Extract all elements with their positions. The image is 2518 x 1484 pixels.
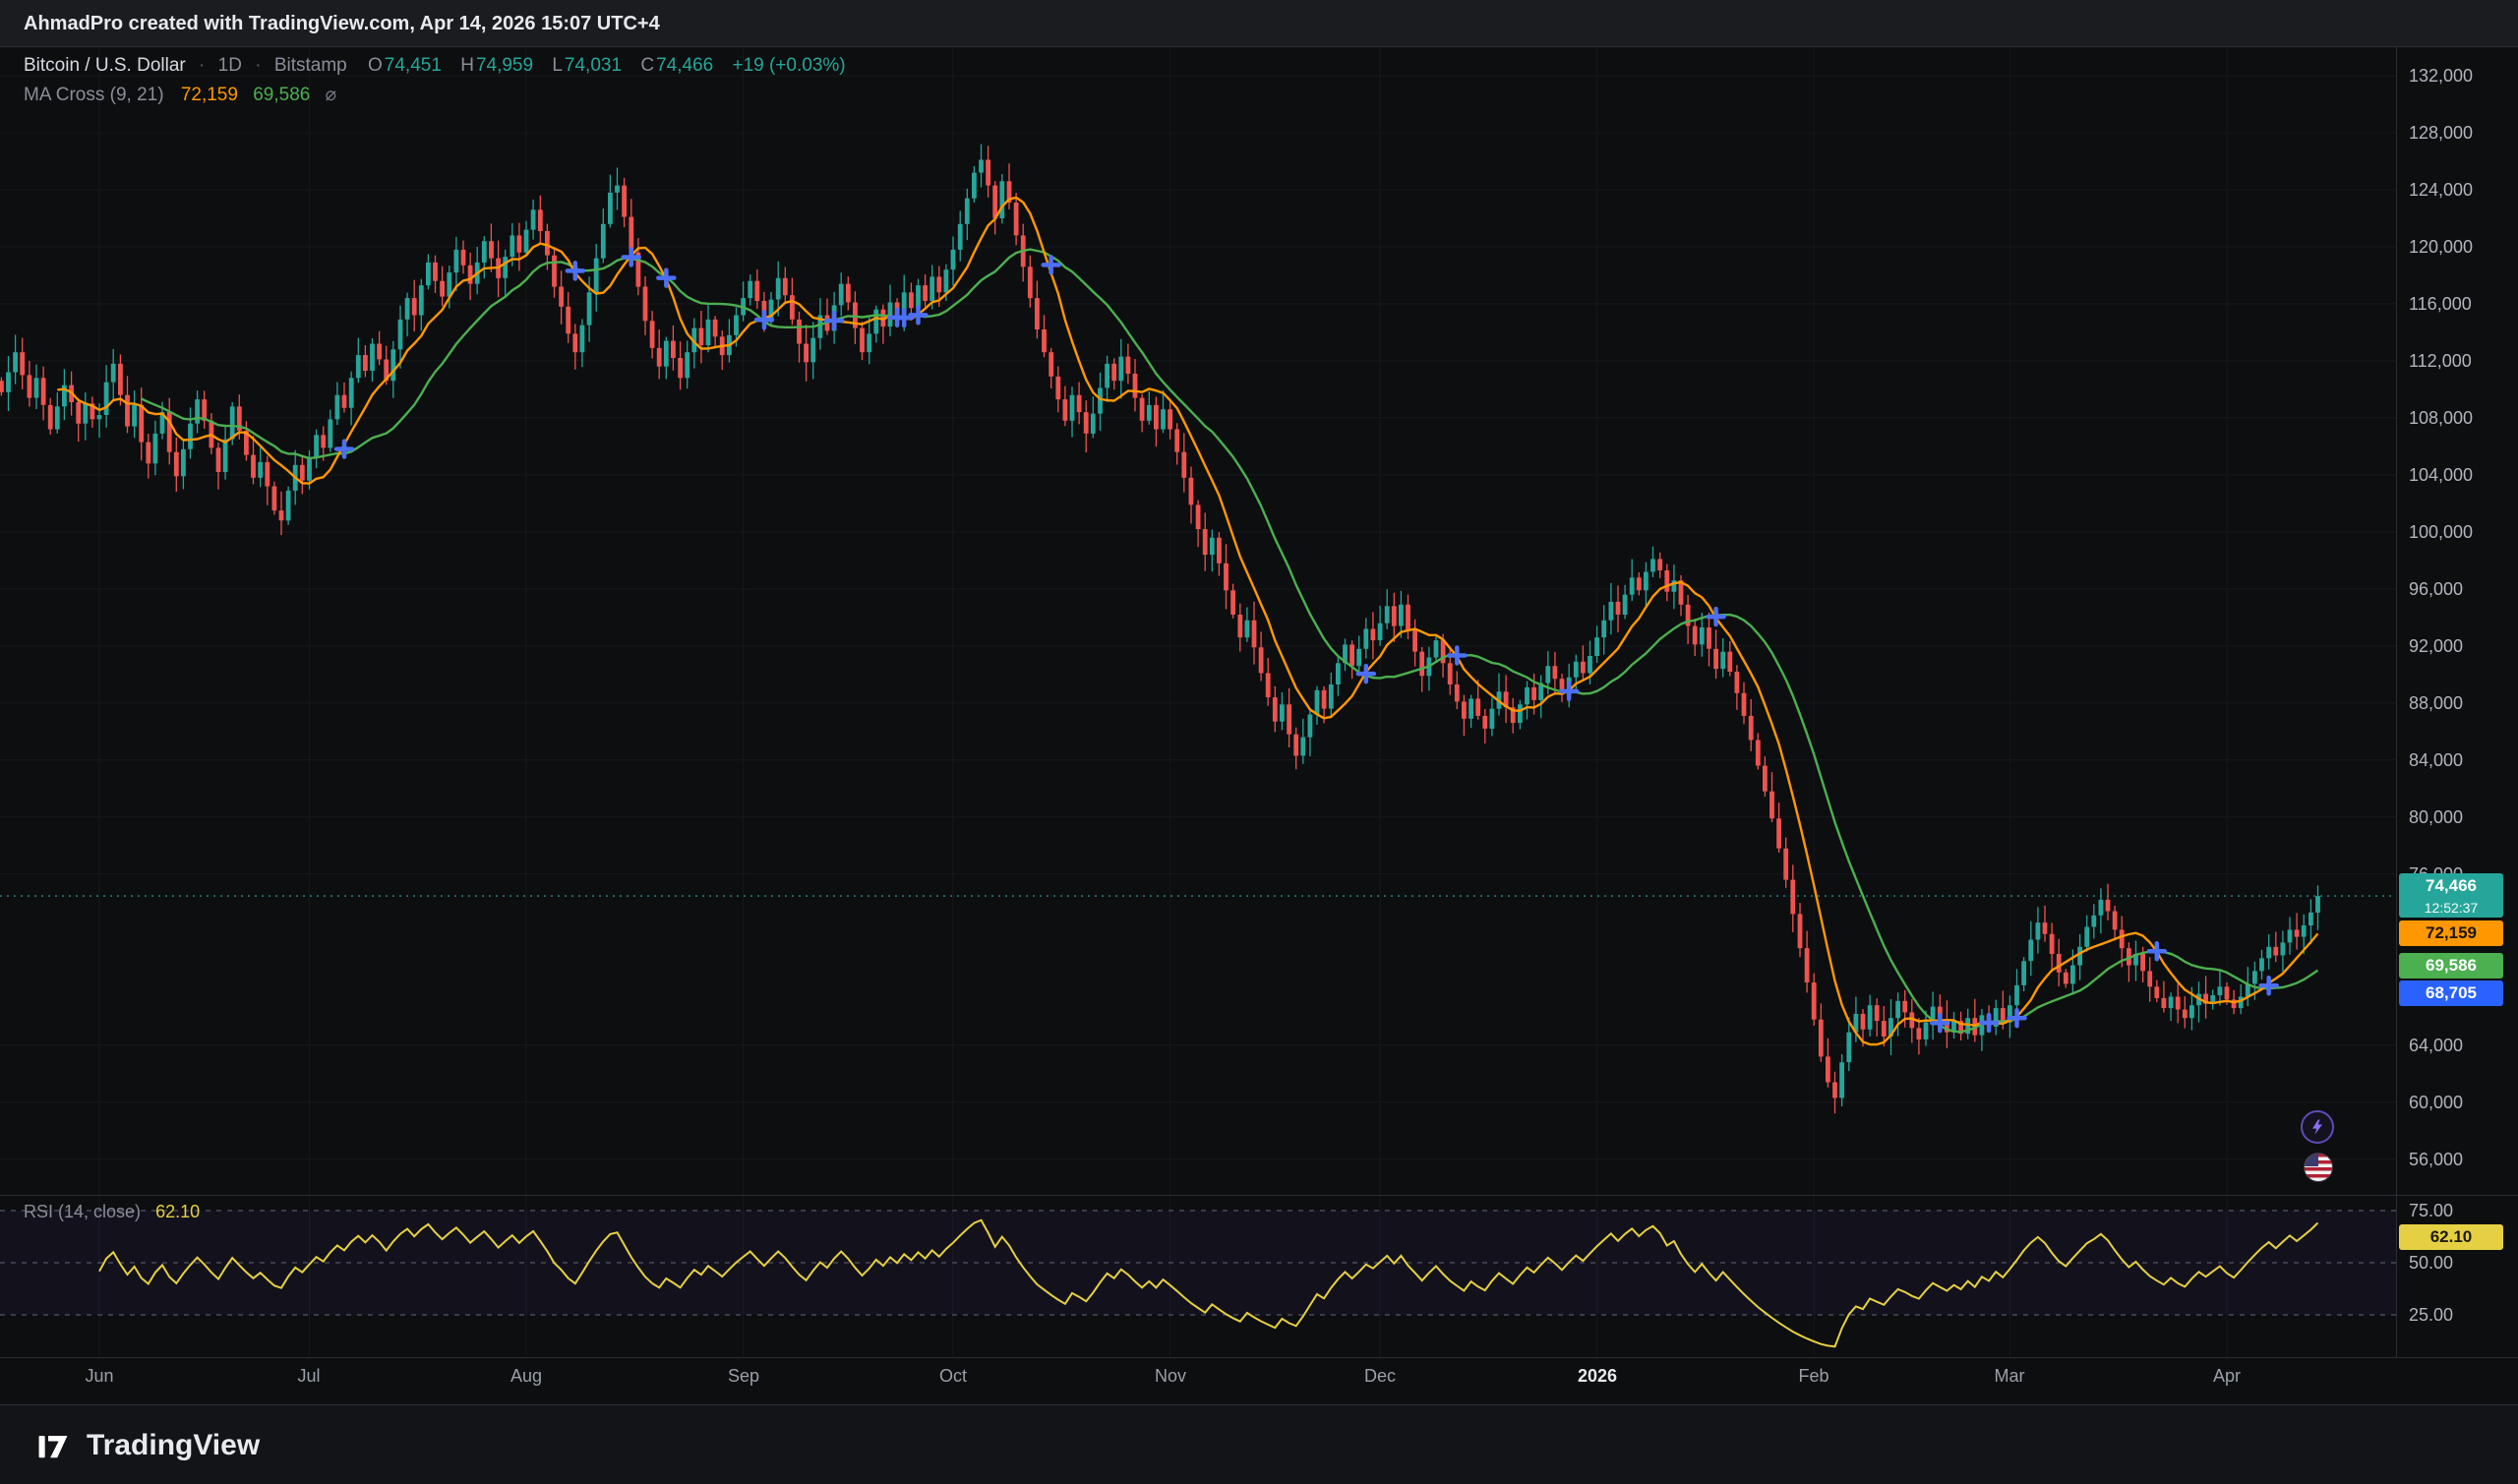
- close-value: 74,466: [656, 55, 714, 76]
- time-label-2026: 2026: [1577, 1366, 1618, 1386]
- footer-bar: TradingView: [0, 1404, 2518, 1484]
- high-value: 74,959: [475, 55, 534, 76]
- time-axis[interactable]: Jun Jul Aug Sep Oct Nov Dec 2026 Feb Mar Apr: [0, 1358, 2396, 1404]
- rsi-tick: 50.00: [2409, 1253, 2454, 1273]
- price-tick: 84,000: [2409, 750, 2464, 770]
- ma-cross-legend[interactable]: MA Cross (9, 21) 72,159 69,586 ⌀: [24, 84, 336, 106]
- open-letter: O: [368, 55, 383, 76]
- brand-name[interactable]: TradingView: [87, 1428, 261, 1461]
- countdown-timer: 12:52:37: [2424, 900, 2479, 916]
- time-label-Sep: Sep: [727, 1366, 760, 1386]
- price-tick: 96,000: [2409, 579, 2464, 599]
- rsi-legend[interactable]: RSI (14, close) 62.10: [24, 1202, 200, 1222]
- price-tick: 100,000: [2409, 522, 2474, 542]
- time-label-Aug: Aug: [510, 1366, 543, 1386]
- high-letter: H: [460, 55, 474, 76]
- price-axis[interactable]: 132,000 128,000 124,000 120,000 116,000 112,0…: [2397, 47, 2518, 1357]
- price-tick: 124,000: [2409, 180, 2474, 200]
- price-badge: 69,586: [2399, 953, 2503, 979]
- legend-separator: ·: [255, 55, 262, 76]
- low-letter: L: [552, 55, 563, 76]
- price-tick: 128,000: [2409, 123, 2474, 143]
- price-badge: 68,705: [2399, 980, 2503, 1006]
- price-tick: 80,000: [2409, 807, 2464, 827]
- price-tick: 132,000: [2409, 66, 2474, 86]
- time-label-Feb: Feb: [1798, 1366, 1829, 1386]
- ma-fast-value: 72,159: [180, 85, 238, 105]
- change-value: +19 (+0.03%): [732, 55, 846, 76]
- low-value: 74,031: [564, 55, 623, 76]
- price-tick: 92,000: [2409, 636, 2464, 656]
- rsi-value-badge: 62.10: [2399, 1224, 2503, 1250]
- price-badge: 72,159: [2399, 920, 2503, 946]
- us-flag-button[interactable]: [2304, 1153, 2333, 1182]
- boost-lightning-button[interactable]: [2301, 1110, 2334, 1144]
- rsi-tick: 25.00: [2409, 1305, 2454, 1325]
- price-tick: 56,000: [2409, 1150, 2464, 1169]
- time-axis-separator: [0, 1357, 2518, 1358]
- watermark-bar: AhmadPro created with TradingView.com, A…: [0, 0, 2518, 47]
- price-tick: 104,000: [2409, 465, 2474, 485]
- time-label-Oct: Oct: [938, 1366, 968, 1386]
- ma-slow-value: 69,586: [253, 85, 311, 105]
- price-tick: 120,000: [2409, 237, 2474, 257]
- pane-separator[interactable]: [0, 1195, 2518, 1196]
- interval-label[interactable]: 1D: [217, 55, 242, 76]
- watermark-text: AhmadPro created with TradingView.com, A…: [24, 13, 660, 34]
- price-tick: 116,000: [2409, 294, 2472, 314]
- ma-cross-title[interactable]: MA Cross (9, 21): [24, 85, 164, 105]
- price-axis-separator: [2396, 47, 2397, 1357]
- tradingview-logo-icon[interactable]: [33, 1426, 73, 1465]
- price-tick: 88,000: [2409, 693, 2464, 713]
- legend-separator: ·: [199, 55, 206, 76]
- time-label-Apr: Apr: [2212, 1366, 2242, 1386]
- close-letter: C: [640, 55, 655, 76]
- price-tick: 108,000: [2409, 408, 2474, 428]
- lightning-icon: [2312, 1119, 2322, 1135]
- time-label-Mar: Mar: [1994, 1366, 2025, 1386]
- rsi-title[interactable]: RSI (14, close): [24, 1202, 142, 1221]
- time-label-Dec: Dec: [1363, 1366, 1397, 1386]
- rsi-value: 62.10: [155, 1202, 201, 1221]
- open-value: 74,451: [384, 55, 442, 76]
- price-tick: 60,000: [2409, 1093, 2464, 1112]
- symbol-title[interactable]: Bitcoin / U.S. Dollar: [24, 55, 186, 76]
- exchange-label: Bitstamp: [273, 55, 347, 76]
- us-flag-icon: [2305, 1154, 2318, 1166]
- time-label-Nov: Nov: [1154, 1366, 1187, 1386]
- price-tick: 112,000: [2409, 351, 2472, 371]
- ma-more-icon[interactable]: ⌀: [325, 85, 337, 105]
- price-badge: 74,466 12:52:37: [2399, 873, 2503, 918]
- price-tick: 64,000: [2409, 1036, 2464, 1055]
- time-label-Jul: Jul: [297, 1366, 321, 1386]
- time-label-Jun: Jun: [85, 1366, 114, 1386]
- rsi-tick: 75.00: [2409, 1201, 2454, 1220]
